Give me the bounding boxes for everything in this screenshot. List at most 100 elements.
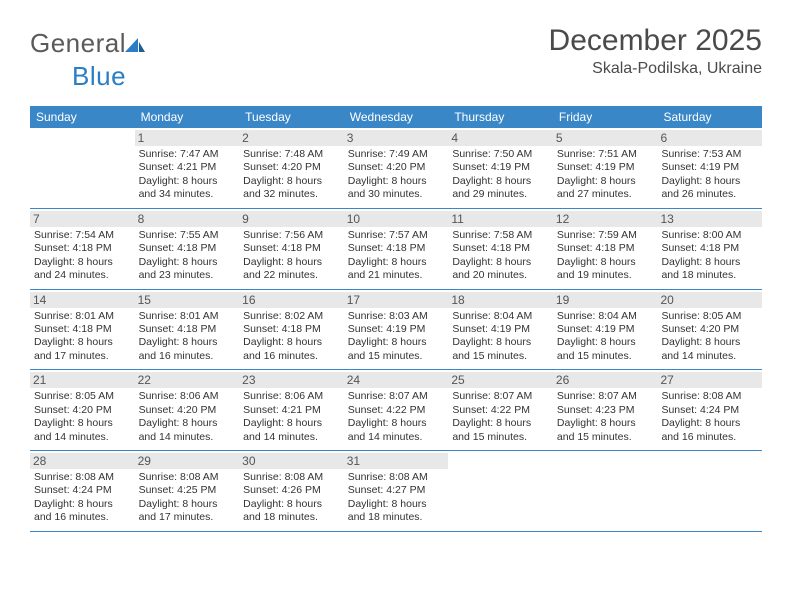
day-info-line: Sunrise: 8:07 AM — [452, 390, 549, 403]
calendar-day: 27Sunrise: 8:08 AMSunset: 4:24 PMDayligh… — [657, 370, 762, 450]
day-number: 25 — [448, 372, 553, 388]
day-info-line: Daylight: 8 hours — [348, 498, 445, 511]
day-info-line: and 21 minutes. — [348, 269, 445, 282]
day-info-line: and 17 minutes. — [34, 350, 131, 363]
day-info: Sunrise: 8:05 AMSunset: 4:20 PMDaylight:… — [34, 390, 131, 444]
day-info-line: and 15 minutes. — [348, 350, 445, 363]
day-info-line: and 14 minutes. — [34, 431, 131, 444]
day-info-line: Sunrise: 8:04 AM — [452, 310, 549, 323]
day-info-line: Sunset: 4:18 PM — [348, 242, 445, 255]
day-info-line: Daylight: 8 hours — [661, 256, 758, 269]
calendar-day — [448, 451, 553, 531]
day-info-line: and 18 minutes. — [348, 511, 445, 524]
calendar-header-monday: Monday — [135, 106, 240, 128]
day-info: Sunrise: 7:50 AMSunset: 4:19 PMDaylight:… — [452, 148, 549, 202]
day-info: Sunrise: 8:00 AMSunset: 4:18 PMDaylight:… — [661, 229, 758, 283]
calendar-day: 29 Sunrise: 8:08 AMSunset: 4:25 PMDayligh… — [135, 451, 240, 531]
calendar-day: 25Sunrise: 8:07 AMSunset: 4:22 PMDayligh… — [448, 370, 553, 450]
day-info-line: Daylight: 8 hours — [243, 175, 340, 188]
calendar-day: 6Sunrise: 7:53 AMSunset: 4:19 PMDaylight… — [657, 128, 762, 208]
day-info-line: and 16 minutes. — [34, 511, 131, 524]
day-info-line: Sunset: 4:20 PM — [243, 161, 340, 174]
day-info: Sunrise: 7:47 AMSunset: 4:21 PMDaylight:… — [139, 148, 236, 202]
day-info-line: Sunrise: 7:58 AM — [452, 229, 549, 242]
day-info-line: Sunrise: 8:00 AM — [661, 229, 758, 242]
calendar-day: 24Sunrise: 8:07 AMSunset: 4:22 PMDayligh… — [344, 370, 449, 450]
day-info-line: and 14 minutes. — [139, 431, 236, 444]
day-info: Sunrise: 7:58 AMSunset: 4:18 PMDaylight:… — [452, 229, 549, 283]
day-info-line: Daylight: 8 hours — [139, 336, 236, 349]
day-info-line: Sunset: 4:22 PM — [348, 404, 445, 417]
day-info-line: Sunset: 4:19 PM — [452, 161, 549, 174]
calendar: SundayMondayTuesdayWednesdayThursdayFrid… — [30, 106, 762, 532]
day-info-line: Daylight: 8 hours — [139, 175, 236, 188]
day-info-line: and 16 minutes. — [243, 350, 340, 363]
day-info-line: and 18 minutes. — [243, 511, 340, 524]
calendar-day: 3Sunrise: 7:49 AMSunset: 4:20 PMDaylight… — [344, 128, 449, 208]
day-info-line: and 14 minutes. — [348, 431, 445, 444]
day-number: 17 — [344, 292, 449, 308]
calendar-week: 1 Sunrise: 7:47 AMSunset: 4:21 PMDaylight… — [30, 128, 762, 209]
calendar-day: 11Sunrise: 7:58 AMSunset: 4:18 PMDayligh… — [448, 209, 553, 289]
day-number: 13 — [657, 211, 762, 227]
day-number: 12 — [553, 211, 658, 227]
calendar-day: 22Sunrise: 8:06 AMSunset: 4:20 PMDayligh… — [135, 370, 240, 450]
day-info-line: Sunset: 4:22 PM — [452, 404, 549, 417]
day-info-line: Sunset: 4:21 PM — [243, 404, 340, 417]
calendar-day: 19Sunrise: 8:04 AMSunset: 4:19 PMDayligh… — [553, 290, 658, 370]
day-info-line: Daylight: 8 hours — [139, 256, 236, 269]
logo: General Blue — [30, 28, 146, 92]
day-number: 23 — [239, 372, 344, 388]
day-info: Sunrise: 7:57 AMSunset: 4:18 PMDaylight:… — [348, 229, 445, 283]
day-info-line: Daylight: 8 hours — [661, 175, 758, 188]
page-title: December 2025 — [549, 24, 762, 58]
calendar-day — [553, 451, 658, 531]
day-info: Sunrise: 8:08 AMSunset: 4:24 PMDaylight:… — [661, 390, 758, 444]
calendar-header-friday: Friday — [553, 106, 658, 128]
day-number: 28 — [30, 453, 135, 469]
day-info-line: Sunset: 4:20 PM — [348, 161, 445, 174]
day-info-line: Sunrise: 7:50 AM — [452, 148, 549, 161]
day-info-line: and 16 minutes. — [139, 350, 236, 363]
day-info-line: Sunrise: 8:06 AM — [243, 390, 340, 403]
day-info: Sunrise: 8:02 AMSunset: 4:18 PMDaylight:… — [243, 310, 340, 364]
day-info-line: Daylight: 8 hours — [34, 417, 131, 430]
day-info-line: and 34 minutes. — [139, 188, 236, 201]
day-info-line: Sunset: 4:18 PM — [452, 242, 549, 255]
calendar-day — [30, 128, 135, 208]
calendar-week: 14Sunrise: 8:01 AMSunset: 4:18 PMDayligh… — [30, 290, 762, 371]
day-info: Sunrise: 7:56 AMSunset: 4:18 PMDaylight:… — [243, 229, 340, 283]
day-info-line: Sunrise: 8:07 AM — [557, 390, 654, 403]
day-info-line: Daylight: 8 hours — [452, 175, 549, 188]
day-number: 29 — [135, 453, 240, 469]
day-info: Sunrise: 8:08 AMSunset: 4:25 PMDaylight:… — [139, 471, 236, 525]
day-info-line: Daylight: 8 hours — [243, 417, 340, 430]
day-info: Sunrise: 8:01 AMSunset: 4:18 PMDaylight:… — [139, 310, 236, 364]
day-number: 1 — [135, 130, 240, 146]
calendar-day: 8Sunrise: 7:55 AMSunset: 4:18 PMDaylight… — [135, 209, 240, 289]
day-info: Sunrise: 7:49 AMSunset: 4:20 PMDaylight:… — [348, 148, 445, 202]
day-info-line: Daylight: 8 hours — [34, 498, 131, 511]
day-info-line: Sunrise: 8:08 AM — [34, 471, 131, 484]
day-info-line: and 32 minutes. — [243, 188, 340, 201]
calendar-day: 10Sunrise: 7:57 AMSunset: 4:18 PMDayligh… — [344, 209, 449, 289]
day-info-line: Daylight: 8 hours — [139, 417, 236, 430]
day-info-line: Sunset: 4:19 PM — [557, 161, 654, 174]
day-info-line: Daylight: 8 hours — [348, 336, 445, 349]
day-number: 15 — [135, 292, 240, 308]
day-info-line: Sunrise: 8:01 AM — [34, 310, 131, 323]
day-info: Sunrise: 7:48 AMSunset: 4:20 PMDaylight:… — [243, 148, 340, 202]
day-number: 2 — [239, 130, 344, 146]
day-info-line: and 18 minutes. — [661, 269, 758, 282]
calendar-day: 15 Sunrise: 8:01 AMSunset: 4:18 PMDayligh… — [135, 290, 240, 370]
logo-sail-icon — [124, 30, 146, 61]
day-number: 31 — [344, 453, 449, 469]
day-info-line: and 15 minutes. — [452, 350, 549, 363]
day-info-line: and 19 minutes. — [557, 269, 654, 282]
day-number: 20 — [657, 292, 762, 308]
day-info-line: Sunset: 4:26 PM — [243, 484, 340, 497]
day-info-line: Daylight: 8 hours — [661, 336, 758, 349]
day-info-line: Sunrise: 8:08 AM — [661, 390, 758, 403]
calendar-week: 28Sunrise: 8:08 AMSunset: 4:24 PMDayligh… — [30, 451, 762, 532]
day-info-line: Daylight: 8 hours — [557, 336, 654, 349]
